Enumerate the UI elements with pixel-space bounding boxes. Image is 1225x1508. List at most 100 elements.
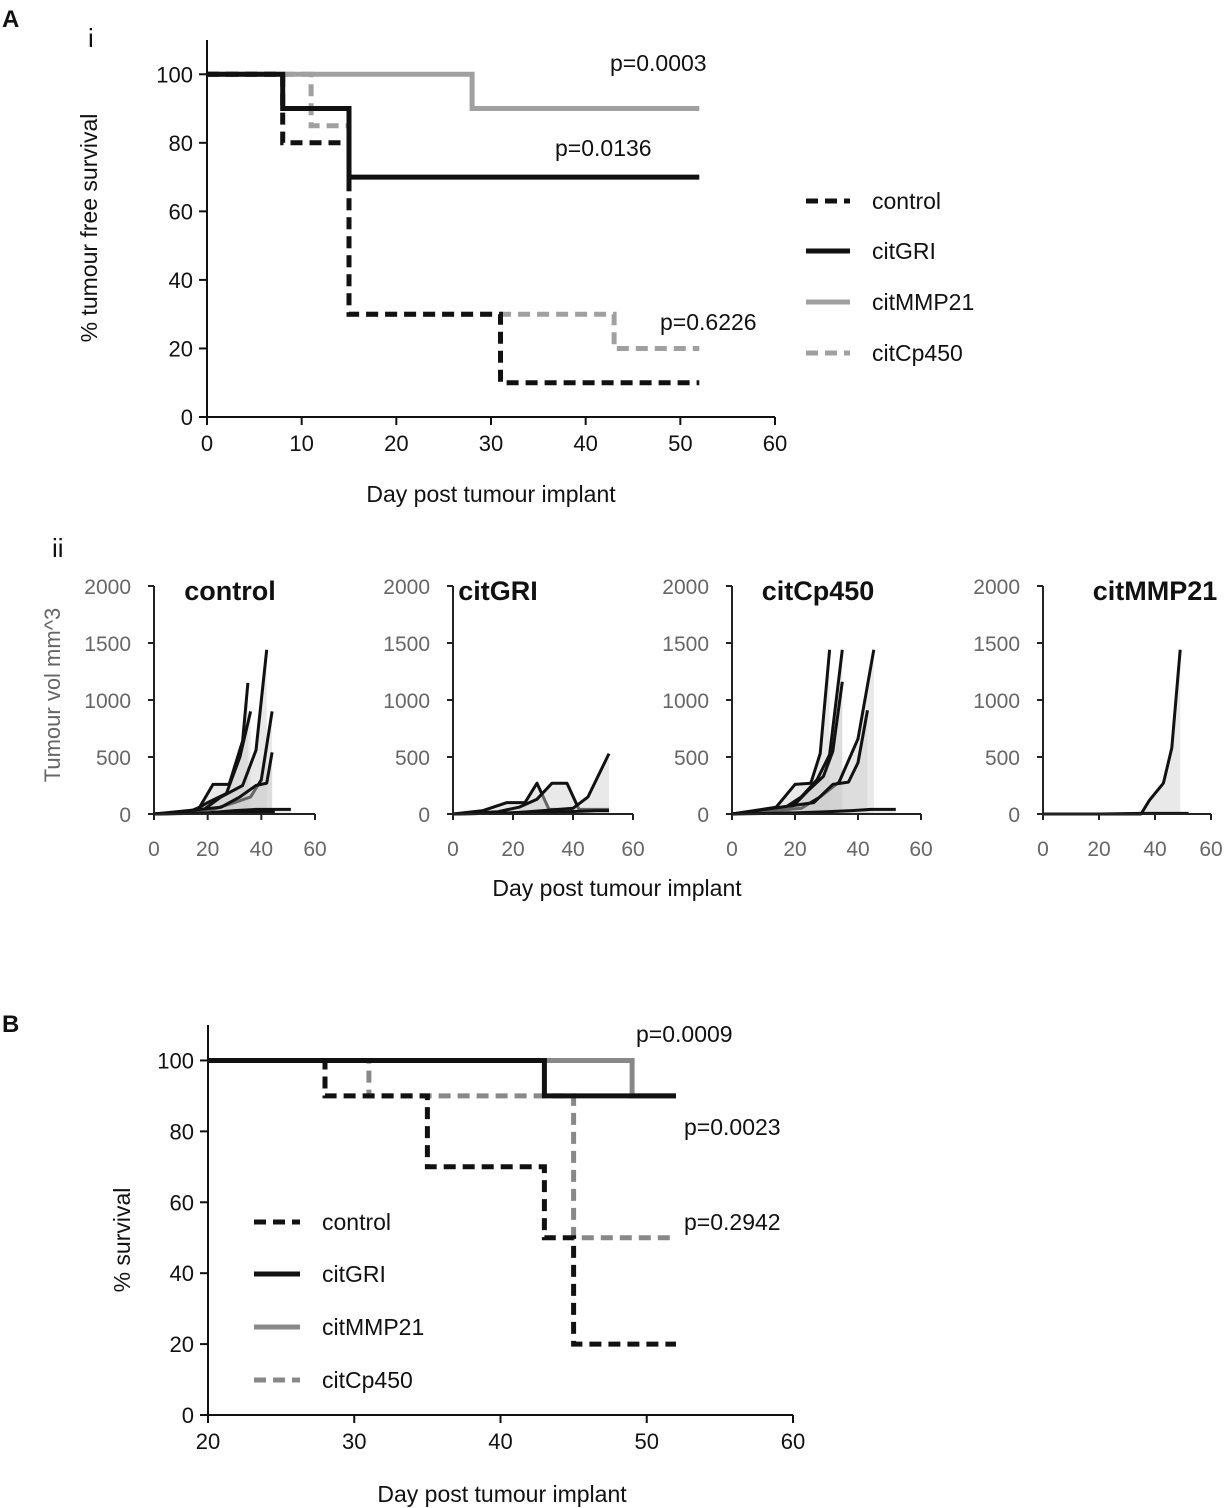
subplot-citmmp21-area-1 [1043,649,1181,814]
subplot-citcp450-line-5 [731,710,869,816]
a-i-series-control [207,71,700,386]
a-i-xtick-label: 60 [763,431,787,456]
subplot-xtick-label: 20 [501,838,524,861]
chart-b-legend: control citGRI citMMP21 citCp450 [254,1209,424,1393]
chart-a-i-pvalue-2: p=0.0136 [555,135,652,161]
subplot-title-control: control [184,576,276,606]
subplot-ytick-label: 1500 [383,633,430,656]
a-i-xtick-label: 0 [201,431,213,456]
b-ytick-label: 20 [170,1332,194,1357]
chart-b-series-group [208,1058,676,1347]
chart-a-i-ylabel: % tumour free survival [76,114,102,343]
subplot-citgri: citGRI 0 20 40 60 0 500 1000 1500 2000 [383,576,644,861]
chart-a-i-survival: 0 10 20 30 40 50 60 0 20 40 60 80 100 Day post tumou… [76,40,974,507]
b-series-control [208,1058,676,1347]
subplot-xtick-label: 40 [846,838,869,861]
a-i-ytick-label: 60 [169,199,193,224]
subplot-ytick-label: 0 [119,804,131,827]
b-xtick-label: 60 [781,1429,805,1454]
b-series-citmmp21 [208,1058,676,1099]
subplot-ytick-label: 1000 [662,690,709,713]
chart-b-pvalue-2: p=0.0023 [684,1114,781,1140]
subplot-citcp450-area-4 [732,649,874,814]
legend-a-i-control-label: control [872,188,941,214]
panel-label-a-i: i [88,23,94,53]
subplot-ytick-label: 1500 [662,633,709,656]
subplot-xtick-label: 40 [561,838,584,861]
chart-a-i-legend: control citGRI citMMP21 citCp450 [806,188,974,366]
subplot-control: control 0 20 40 60 0 500 1000 1500 2000 [84,576,326,861]
subplot-xtick-label: 40 [250,838,273,861]
subplot-xtick-label: 0 [726,838,738,861]
chart-a-i-series-group [207,71,700,386]
subplot-ytick-label: 0 [418,804,430,827]
a-i-xtick-label: 50 [668,431,692,456]
subplot-ytick-label: 2000 [383,576,430,599]
b-xtick-label: 30 [342,1429,366,1454]
subplot-xtick-label: 60 [1199,838,1222,861]
a-i-ytick-label: 80 [169,131,193,156]
legend-b-citgri-label: citGRI [322,1261,386,1287]
b-series-citcp450 [208,1058,676,1241]
a-i-ytick-label: 100 [156,62,193,87]
a-i-xtick-label: 10 [289,431,313,456]
b-ytick-label: 100 [157,1048,194,1073]
subplot-ytick-label: 500 [674,747,709,770]
subplot-citcp450-area-3 [732,681,843,814]
chart-a-ii-ylabel: Tumour vol mm^3 [40,608,65,783]
subplot-xtick-label: 20 [196,838,219,861]
panel-letter-b: B [2,1011,19,1038]
b-series-citgri [208,1058,676,1099]
subplot-title-citgri: citGRI [458,576,538,606]
panel-letter-a: A [2,6,19,33]
subplot-xtick-label: 60 [303,838,326,861]
subplot-citcp450: citCp450 0 20 40 60 0 500 1000 1500 2000 [662,576,932,861]
chart-b-pvalue-1: p=0.0009 [636,1021,733,1047]
subplot-xtick-label: 60 [621,838,644,861]
legend-b-citmmp21-label: citMMP21 [322,1314,424,1340]
chart-b-ylabel: % survival [109,1188,135,1293]
chart-b-xlabel: Day post tumour implant [377,1481,627,1507]
subplot-control-area-5 [154,752,273,814]
subplot-ytick-label: 500 [96,747,131,770]
a-i-xtick-label: 30 [479,431,503,456]
chart-b-pvalue-3: p=0.2942 [684,1209,781,1235]
subplot-ytick-label: 1500 [84,633,131,656]
a-i-xtick-label: 40 [573,431,597,456]
chart-a-i-pvalue-3: p=0.6226 [660,309,757,335]
b-xtick-label: 40 [488,1429,512,1454]
legend-b-citcp450-label: citCp450 [322,1367,413,1393]
subplot-xtick-label: 60 [909,838,932,861]
subplot-xtick-label: 0 [148,838,160,861]
b-ytick-label: 60 [170,1190,194,1215]
subplot-ytick-label: 2000 [662,576,709,599]
chart-a-i-pvalue-1: p=0.0003 [610,50,707,76]
subplot-citgri-area-3 [453,753,609,814]
subplot-ytick-label: 0 [1008,804,1020,827]
subplot-ytick-label: 1000 [84,690,131,713]
subplot-citmmp21-line-1 [1043,649,1182,816]
subplot-citcp450-area-2 [732,649,843,814]
subplot-ytick-label: 500 [395,747,430,770]
panel-label-a-ii: ii [52,533,64,563]
legend-a-i-citcp450-label: citCp450 [872,340,963,366]
subplot-xtick-label: 0 [1037,838,1049,861]
b-ytick-label: 80 [170,1119,194,1144]
a-i-xtick-label: 20 [384,431,408,456]
subplot-xtick-label: 20 [783,838,806,861]
b-ytick-label: 40 [170,1261,194,1286]
subplot-citcp450-area-5 [732,710,868,814]
a-i-ytick-label: 0 [181,405,193,430]
subplot-control-line-5 [153,752,274,816]
subplot-citgri-area-1 [453,783,573,814]
b-ytick-label: 0 [182,1403,194,1428]
a-i-series-citgri [207,71,700,180]
subplot-ytick-label: 1000 [973,690,1020,713]
subplot-ytick-label: 1500 [973,633,1020,656]
subplot-ytick-label: 2000 [973,576,1020,599]
chart-a-ii-xlabel: Day post tumour implant [492,875,742,901]
a-i-series-citmmp21 [207,71,700,111]
